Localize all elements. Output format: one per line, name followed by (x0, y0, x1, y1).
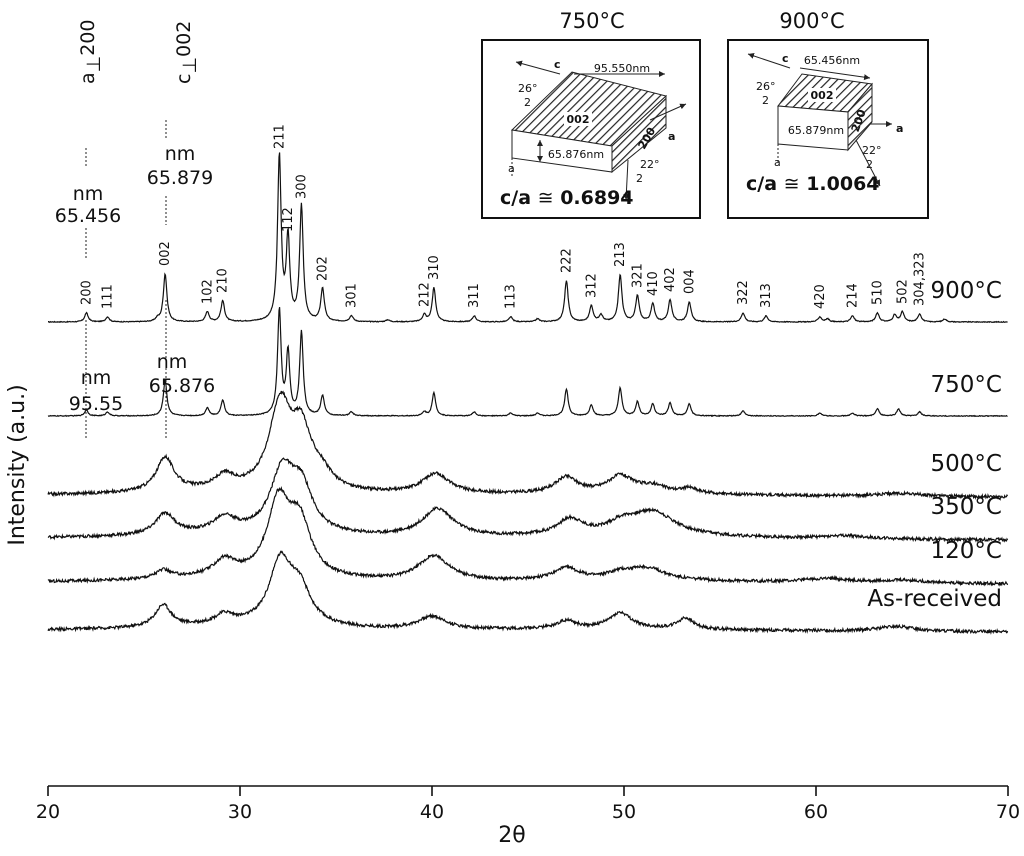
x-tick-label-70: 70 (996, 801, 1020, 823)
x-tick-label-60: 60 (804, 801, 828, 823)
hkl-label-213: 213 (613, 242, 628, 267)
inset-900-angle-top: 26° (756, 80, 776, 93)
x-tick-label-40: 40 (420, 801, 444, 823)
inset-750-top-edge: 95.550nm (594, 62, 650, 75)
hkl-label-402: 402 (663, 267, 678, 292)
inset-900-top-face-label: 002 (811, 89, 834, 102)
hkl-label-113: 113 (504, 284, 519, 309)
series-line-350-c (47, 457, 1009, 544)
inset-750-axis-c: c (554, 58, 561, 71)
x-tick-label-30: 30 (228, 801, 252, 823)
a-perp-hkl-label: 200 (77, 20, 99, 56)
inset-750-ratio-label: c/a (500, 187, 531, 209)
nm-750-a-unit: nm (81, 367, 112, 389)
c-perp-hkl-label: 002 (173, 21, 195, 57)
inset-900-side-face (847, 82, 873, 152)
inset-750: 750°C 002 200 95.550nm 65.876nm c a 26° … (481, 9, 701, 219)
x-tick-label-50: 50 (612, 801, 636, 823)
hkl-label-420: 420 (813, 284, 828, 309)
svg-text:c⊥002: c⊥002 (173, 21, 201, 84)
nm-900-a-value: 65.456 (55, 205, 121, 227)
inset-900-axis-c: c (782, 52, 789, 65)
c-perp-axis-label: c (173, 74, 195, 84)
svg-text:c/a ≅ 0.6894: c/a ≅ 0.6894 (500, 187, 634, 209)
hkl-label-102: 102 (200, 279, 215, 304)
hkl-label-210: 210 (216, 268, 231, 293)
inset-750-side-edge: 65.876nm (548, 148, 604, 161)
series-label-500-c: 500°C (931, 451, 1002, 477)
x-axis-title: 2θ (498, 823, 525, 848)
hkl-label-304-323: 304,323 (913, 252, 928, 306)
inset-750-angle-top: 26° (518, 82, 538, 95)
hkl-label-301: 301 (344, 283, 359, 308)
inset-900-ratio-symbol: ≅ (784, 173, 800, 195)
series-label-120-c: 120°C (931, 538, 1002, 564)
c-perp-002-annotation: c⊥002 (165, 21, 201, 225)
inset-900-angle-bottom-div: 2 (866, 158, 873, 171)
inset-900-title: 900°C (779, 9, 844, 33)
inset-750-angle-top-div: 2 (524, 96, 531, 109)
inset-750-ratio-symbol: ≅ (538, 187, 554, 209)
hkl-label-200: 200 (79, 280, 94, 305)
a-perp-200-annotation: a⊥200 (77, 20, 105, 258)
inset-900: 900°C 002 200 65.456nm 65.879nm c a 26° … (727, 9, 929, 219)
hkl-label-002: 002 (158, 241, 173, 266)
nm-750-a-value: 95.55 (69, 393, 123, 415)
hkl-label-212: 212 (417, 282, 432, 307)
hkl-label-311: 311 (467, 283, 482, 308)
inset-750-top-face-label: 002 (567, 113, 590, 126)
series-line-120-c (47, 485, 1009, 587)
svg-text:a: a (508, 162, 515, 175)
x-tick-label-20: 20 (36, 801, 60, 823)
nm-900-c-value: 65.879 (147, 167, 213, 189)
hkl-label-510: 510 (870, 280, 885, 305)
hkl-label-004: 004 (682, 269, 697, 294)
hkl-label-312: 312 (584, 273, 599, 298)
svg-text:c/a ≅ 1.0064: c/a ≅ 1.0064 (746, 173, 880, 195)
hkl-label-202: 202 (316, 256, 331, 281)
inset-750-angle-bottom-div: 2 (636, 172, 643, 185)
hkl-label-322: 322 (736, 280, 751, 305)
hkl-label-300: 300 (294, 174, 309, 199)
inset-750-axis-a: a (668, 130, 675, 143)
inset-900-angle-top-div: 2 (762, 94, 769, 107)
inset-900-axis-a: a (896, 122, 903, 135)
hkl-label-112: 112 (281, 207, 296, 232)
hkl-label-222: 222 (559, 248, 574, 273)
series-line-900-c (48, 152, 1008, 324)
inset-750-title: 750°C (559, 9, 624, 33)
inset-900-top-edge: 65.456nm (804, 54, 860, 67)
inset-750-ratio-value: 0.6894 (560, 187, 633, 209)
nm-900-a-unit: nm (73, 183, 104, 205)
hkl-label-310: 310 (427, 255, 442, 280)
hkl-label-214: 214 (846, 283, 861, 308)
hkl-label-211: 211 (272, 124, 287, 149)
inset-900-side-edge: 65.879nm (788, 124, 844, 137)
inset-900-angle-bottom: 22° (862, 144, 882, 157)
series-line-750-c (47, 306, 1008, 418)
hkl-label-502: 502 (895, 279, 910, 304)
series-label-as-received: As-received (867, 586, 1002, 612)
hkl-label-111: 111 (101, 284, 116, 309)
hkl-label-321: 321 (630, 263, 645, 288)
svg-text:a: a (774, 156, 781, 169)
inset-900-ratio-label: c/a (746, 173, 777, 195)
a-perp-axis-label: a (77, 72, 99, 84)
nm-750-c-value: 65.876 (149, 375, 215, 397)
inset-900-ratio-value: 1.0064 (806, 173, 879, 195)
nm-750-c-unit: nm (157, 351, 188, 373)
y-axis-title: Intensity (a.u.) (5, 384, 30, 545)
series-line-500-c (47, 390, 1009, 501)
inset-750-side-face (611, 94, 667, 174)
series-label-750-c: 750°C (931, 372, 1002, 398)
nm-900-c-unit: nm (165, 143, 196, 165)
inset-750-angle-bottom: 22° (640, 158, 660, 171)
series-label-900-c: 900°C (931, 278, 1002, 304)
hkl-label-313: 313 (759, 283, 774, 308)
series-line-as-received (47, 550, 1009, 635)
series-label-350-c: 350°C (931, 494, 1002, 520)
hkl-label-410: 410 (646, 271, 661, 296)
svg-text:a⊥200: a⊥200 (77, 20, 105, 84)
